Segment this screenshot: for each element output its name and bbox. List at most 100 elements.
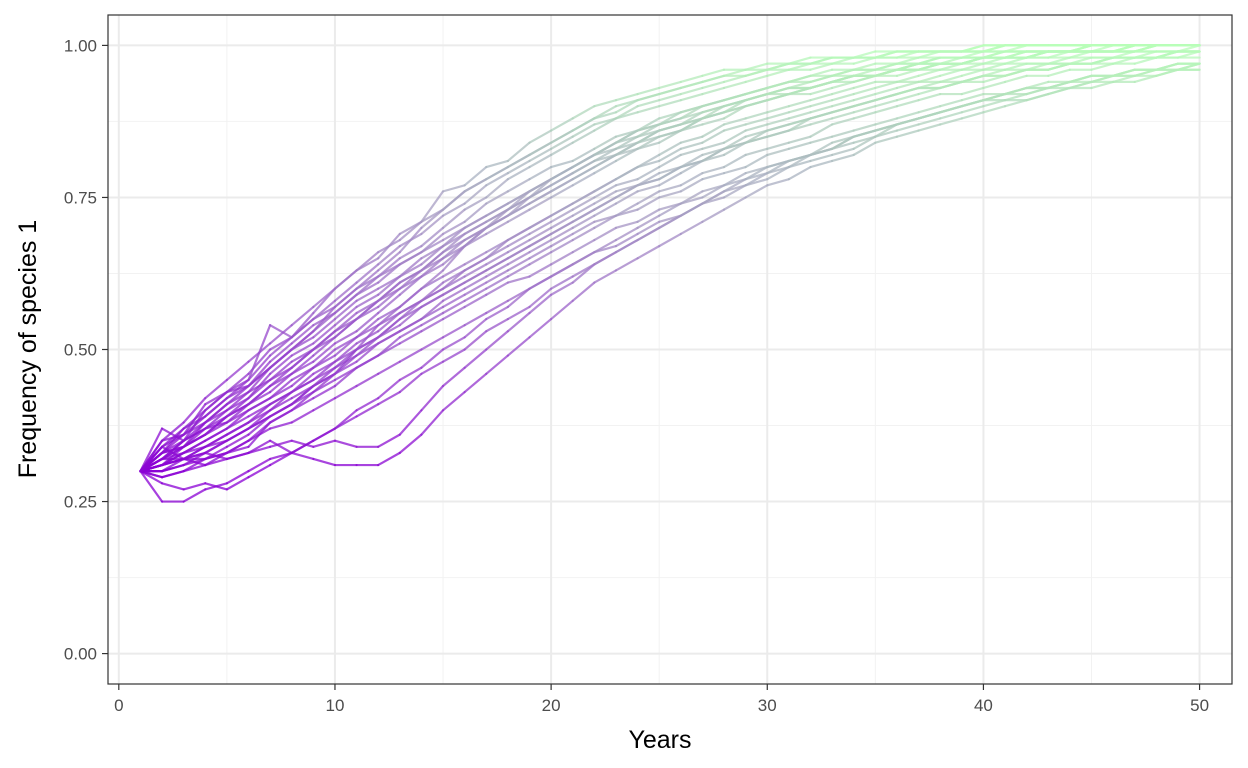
series-segment [139, 445, 164, 473]
series-segment [441, 263, 466, 278]
series-segment [614, 257, 639, 272]
series-segment [658, 190, 682, 199]
series-segment [679, 159, 704, 169]
series-segment [571, 172, 596, 187]
series-segment [658, 111, 682, 126]
series-segment [290, 348, 315, 369]
series-segment [766, 123, 790, 132]
series-segment [441, 324, 466, 339]
series-segment [636, 99, 661, 108]
series-segment [550, 159, 574, 169]
series-segment [809, 74, 834, 84]
series-segment [204, 403, 228, 424]
series-segment [701, 141, 726, 150]
series-segment [593, 135, 618, 150]
series-segment [960, 74, 985, 84]
series-segment [528, 178, 553, 193]
series-segment [636, 92, 661, 102]
series-segment [528, 245, 553, 260]
series-segment [333, 287, 358, 309]
series-segment [787, 153, 812, 163]
series-segment [269, 409, 293, 424]
series-segment [420, 348, 445, 369]
series-segment [960, 111, 985, 120]
series-segment [571, 214, 596, 229]
series-segment [506, 245, 531, 260]
series-segment [852, 99, 877, 108]
series-segment [701, 129, 726, 144]
series-segment [312, 317, 337, 339]
series-segment [377, 287, 401, 309]
series-segment [290, 451, 315, 461]
series-segment [355, 330, 380, 345]
series-segment [441, 348, 466, 363]
series-segment [506, 251, 531, 266]
series-segment [269, 342, 293, 363]
series-segment [701, 99, 726, 108]
series-segment [658, 184, 682, 193]
series-segment [658, 165, 682, 181]
series-segment [441, 299, 466, 315]
series-segment [658, 147, 682, 163]
series-segment [182, 445, 207, 461]
series-segment [1068, 74, 1093, 84]
series-segment [874, 129, 899, 138]
series-segment [485, 202, 509, 217]
series-segment [398, 263, 423, 278]
series-segment [593, 117, 618, 126]
series-segment [312, 439, 337, 448]
series-segment [528, 317, 553, 339]
series-segment [269, 403, 293, 418]
series-segment [506, 287, 531, 302]
series-segment [658, 86, 682, 96]
series-segment [398, 220, 423, 242]
series-segment [269, 324, 293, 339]
series-segment [571, 117, 596, 132]
series-segment [355, 354, 380, 369]
series-segment [571, 129, 596, 144]
series-segment [960, 92, 985, 102]
series-segment [744, 165, 769, 175]
series-segment [550, 202, 574, 217]
series-segment [506, 305, 531, 321]
series-segment [939, 117, 963, 126]
series-segment [571, 220, 596, 236]
series-segment [247, 403, 272, 424]
series-segment [160, 445, 185, 467]
series-segment [658, 129, 682, 144]
series-segment [355, 299, 380, 321]
series-segment [614, 92, 639, 102]
series-segment [939, 105, 963, 114]
series-segment [355, 311, 380, 333]
series-segment [312, 311, 337, 327]
series-segment [722, 99, 747, 108]
series-segment [506, 311, 531, 333]
series-segment [225, 409, 250, 424]
series-segment [982, 99, 1007, 108]
series-segment [571, 202, 596, 217]
series-segment [528, 153, 553, 169]
series-segment [874, 99, 899, 108]
series-segment [463, 196, 488, 211]
series-segment [441, 238, 466, 254]
series-segment [225, 427, 250, 442]
series-segment [420, 360, 445, 375]
series-segment [247, 378, 272, 394]
series-segment [528, 251, 553, 266]
series-segment [182, 397, 207, 424]
series-segment [463, 184, 488, 205]
series-segment [420, 293, 445, 309]
series-segment [658, 232, 682, 248]
series-segment [939, 111, 963, 120]
series-segment [874, 135, 899, 144]
series-segment [506, 226, 531, 242]
series-segment [312, 372, 337, 388]
series-segment [787, 123, 812, 132]
x-axis: 0 10 20 30 40 50 [114, 684, 1209, 715]
series-segment [420, 263, 445, 278]
series-segment [614, 202, 639, 217]
series-segment [528, 263, 553, 278]
series-segment [636, 86, 661, 96]
y-tick-label: 0.50 [64, 341, 97, 360]
series-line-27 [139, 50, 1201, 473]
